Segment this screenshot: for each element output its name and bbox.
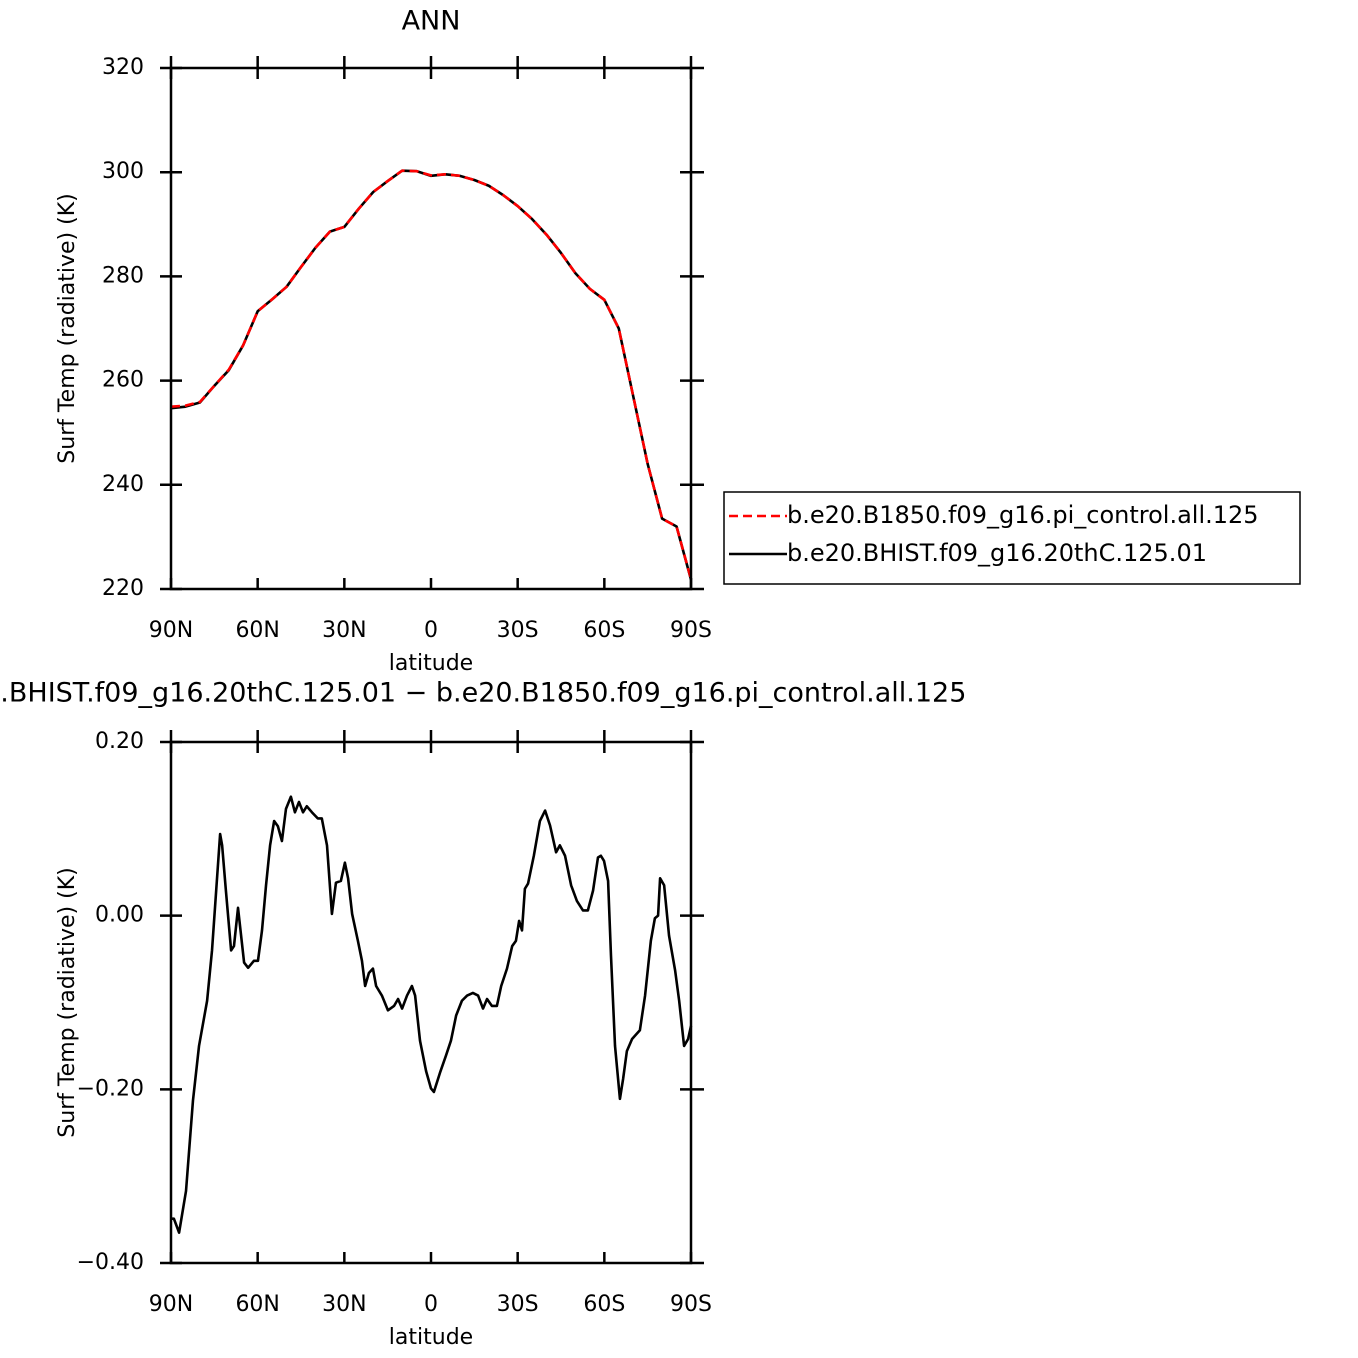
chart-title: ANN xyxy=(402,6,461,37)
chart-title: b.e20.BHIST.f09_g16.20thC.125.01 − b.e20… xyxy=(0,678,966,709)
data-line xyxy=(170,169,693,580)
y-axis-label: Surf Temp (radiative) (K) xyxy=(55,193,80,463)
x-tick-label: 90S xyxy=(670,618,712,643)
x-axis-label: latitude xyxy=(389,651,473,676)
y-tick-label: 220 xyxy=(102,576,144,601)
x-tick-label: 30N xyxy=(322,618,366,643)
y-tick-label: 300 xyxy=(102,159,144,184)
y-axis-label: Surf Temp (radiative) (K) xyxy=(55,867,80,1137)
y-tick-label: −0.20 xyxy=(77,1076,144,1101)
x-tick-label: 30S xyxy=(497,618,539,643)
legend-box xyxy=(723,491,1301,585)
y-tick-label: 0.20 xyxy=(95,729,144,754)
data-line xyxy=(170,169,693,580)
x-axis-label: latitude xyxy=(389,1325,473,1350)
x-tick-label: 0 xyxy=(424,1292,438,1317)
x-tick-label: 60N xyxy=(235,1292,279,1317)
x-tick-label: 60N xyxy=(235,618,279,643)
x-tick-label: 90N xyxy=(149,1292,193,1317)
data-line xyxy=(171,795,693,1234)
y-tick-label: 0.00 xyxy=(95,903,144,928)
y-tick-label: 280 xyxy=(102,263,144,288)
x-tick-label: 60S xyxy=(583,618,625,643)
legend-label: b.e20.BHIST.f09_g16.20thC.125.01 xyxy=(787,539,1207,567)
x-tick-label: 60S xyxy=(583,1292,625,1317)
x-tick-label: 30S xyxy=(497,1292,539,1317)
legend-label: b.e20.B1850.f09_g16.pi_control.all.125 xyxy=(787,501,1259,529)
y-tick-label: −0.40 xyxy=(77,1250,144,1275)
y-tick-label: 240 xyxy=(102,472,144,497)
x-tick-label: 90S xyxy=(670,1292,712,1317)
x-tick-label: 90N xyxy=(149,618,193,643)
y-tick-label: 260 xyxy=(102,368,144,393)
y-tick-label: 320 xyxy=(102,55,144,80)
x-tick-label: 30N xyxy=(322,1292,366,1317)
x-tick-label: 0 xyxy=(424,618,438,643)
